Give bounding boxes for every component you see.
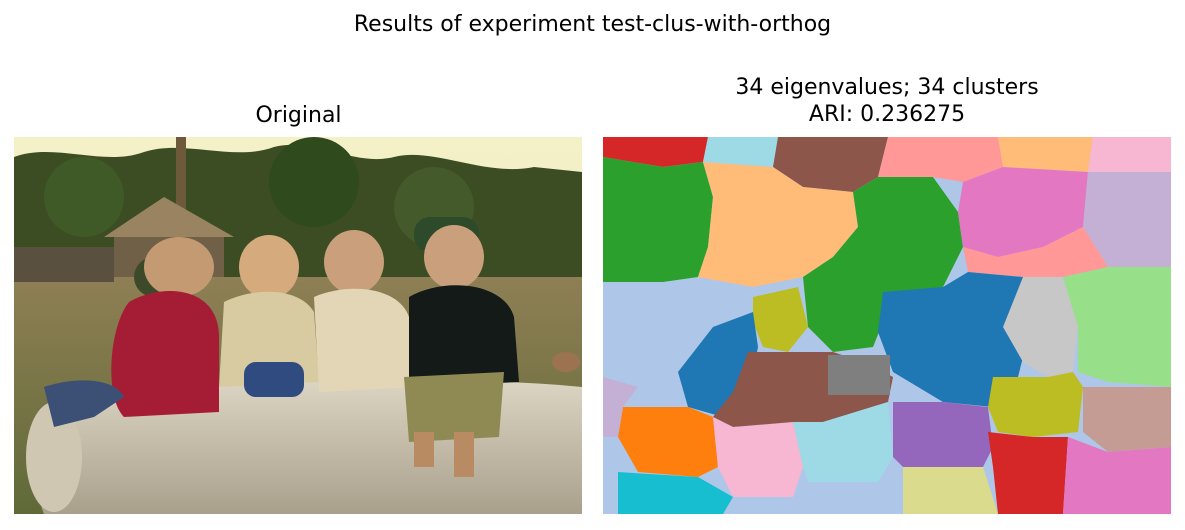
figure-suptitle: Results of experiment test-clus-with-ort… <box>353 12 832 37</box>
segment <box>618 472 733 514</box>
segment <box>1063 437 1171 514</box>
segment <box>958 167 1088 257</box>
child-3-face <box>324 230 384 294</box>
pole <box>176 137 186 227</box>
fence <box>14 247 114 282</box>
tree <box>44 157 124 237</box>
segment <box>998 137 1093 172</box>
child-4-leg <box>454 432 474 477</box>
segment <box>603 137 708 167</box>
hut-roof <box>104 197 234 237</box>
segment <box>698 162 858 287</box>
pipe-end <box>26 402 82 512</box>
segment <box>893 402 993 467</box>
segmentation-title-line1: 34 eigenvalues; 34 clusters <box>735 75 1039 100</box>
child-4-pants <box>404 372 504 442</box>
original-image-panel <box>14 137 582 514</box>
segmentation-image-panel <box>603 137 1171 514</box>
child-1-face <box>144 237 214 297</box>
segment <box>713 417 803 497</box>
segment <box>963 227 1108 277</box>
segment <box>1003 277 1078 377</box>
segment <box>988 372 1083 437</box>
segment <box>603 157 713 282</box>
segmentation-map <box>603 137 1171 514</box>
segment <box>703 137 778 172</box>
segment <box>1083 387 1171 452</box>
segment <box>878 272 1028 407</box>
tree <box>269 137 359 227</box>
original-panel-title: Original <box>255 103 342 128</box>
original-photo <box>14 137 582 514</box>
segment <box>1083 172 1171 267</box>
dog <box>552 352 580 372</box>
child-2-pants <box>244 362 304 397</box>
segmentation-title-line2: ARI: 0.236275 <box>808 102 966 127</box>
child-4-jacket <box>409 285 519 387</box>
segment <box>793 402 893 482</box>
segment <box>753 287 808 352</box>
segment <box>1063 267 1171 387</box>
child-4-leg <box>414 432 434 467</box>
segmentation-panel-title: 34 eigenvalues; 34 clusters ARI: 0.23627… <box>603 74 1171 128</box>
segment <box>803 177 963 352</box>
child-1-jacket <box>111 291 219 417</box>
segment <box>1088 137 1171 172</box>
segment <box>618 407 718 477</box>
segment <box>903 467 998 514</box>
segment <box>878 137 1003 182</box>
child-1-legs <box>44 380 124 427</box>
segment <box>603 377 638 437</box>
segment <box>773 137 888 192</box>
segment <box>603 282 678 387</box>
segment <box>988 432 1068 514</box>
child-4-face <box>424 225 484 289</box>
segment <box>828 355 890 395</box>
child-2-face <box>239 235 299 299</box>
child-3-shirt <box>314 288 414 392</box>
segment <box>793 472 903 514</box>
